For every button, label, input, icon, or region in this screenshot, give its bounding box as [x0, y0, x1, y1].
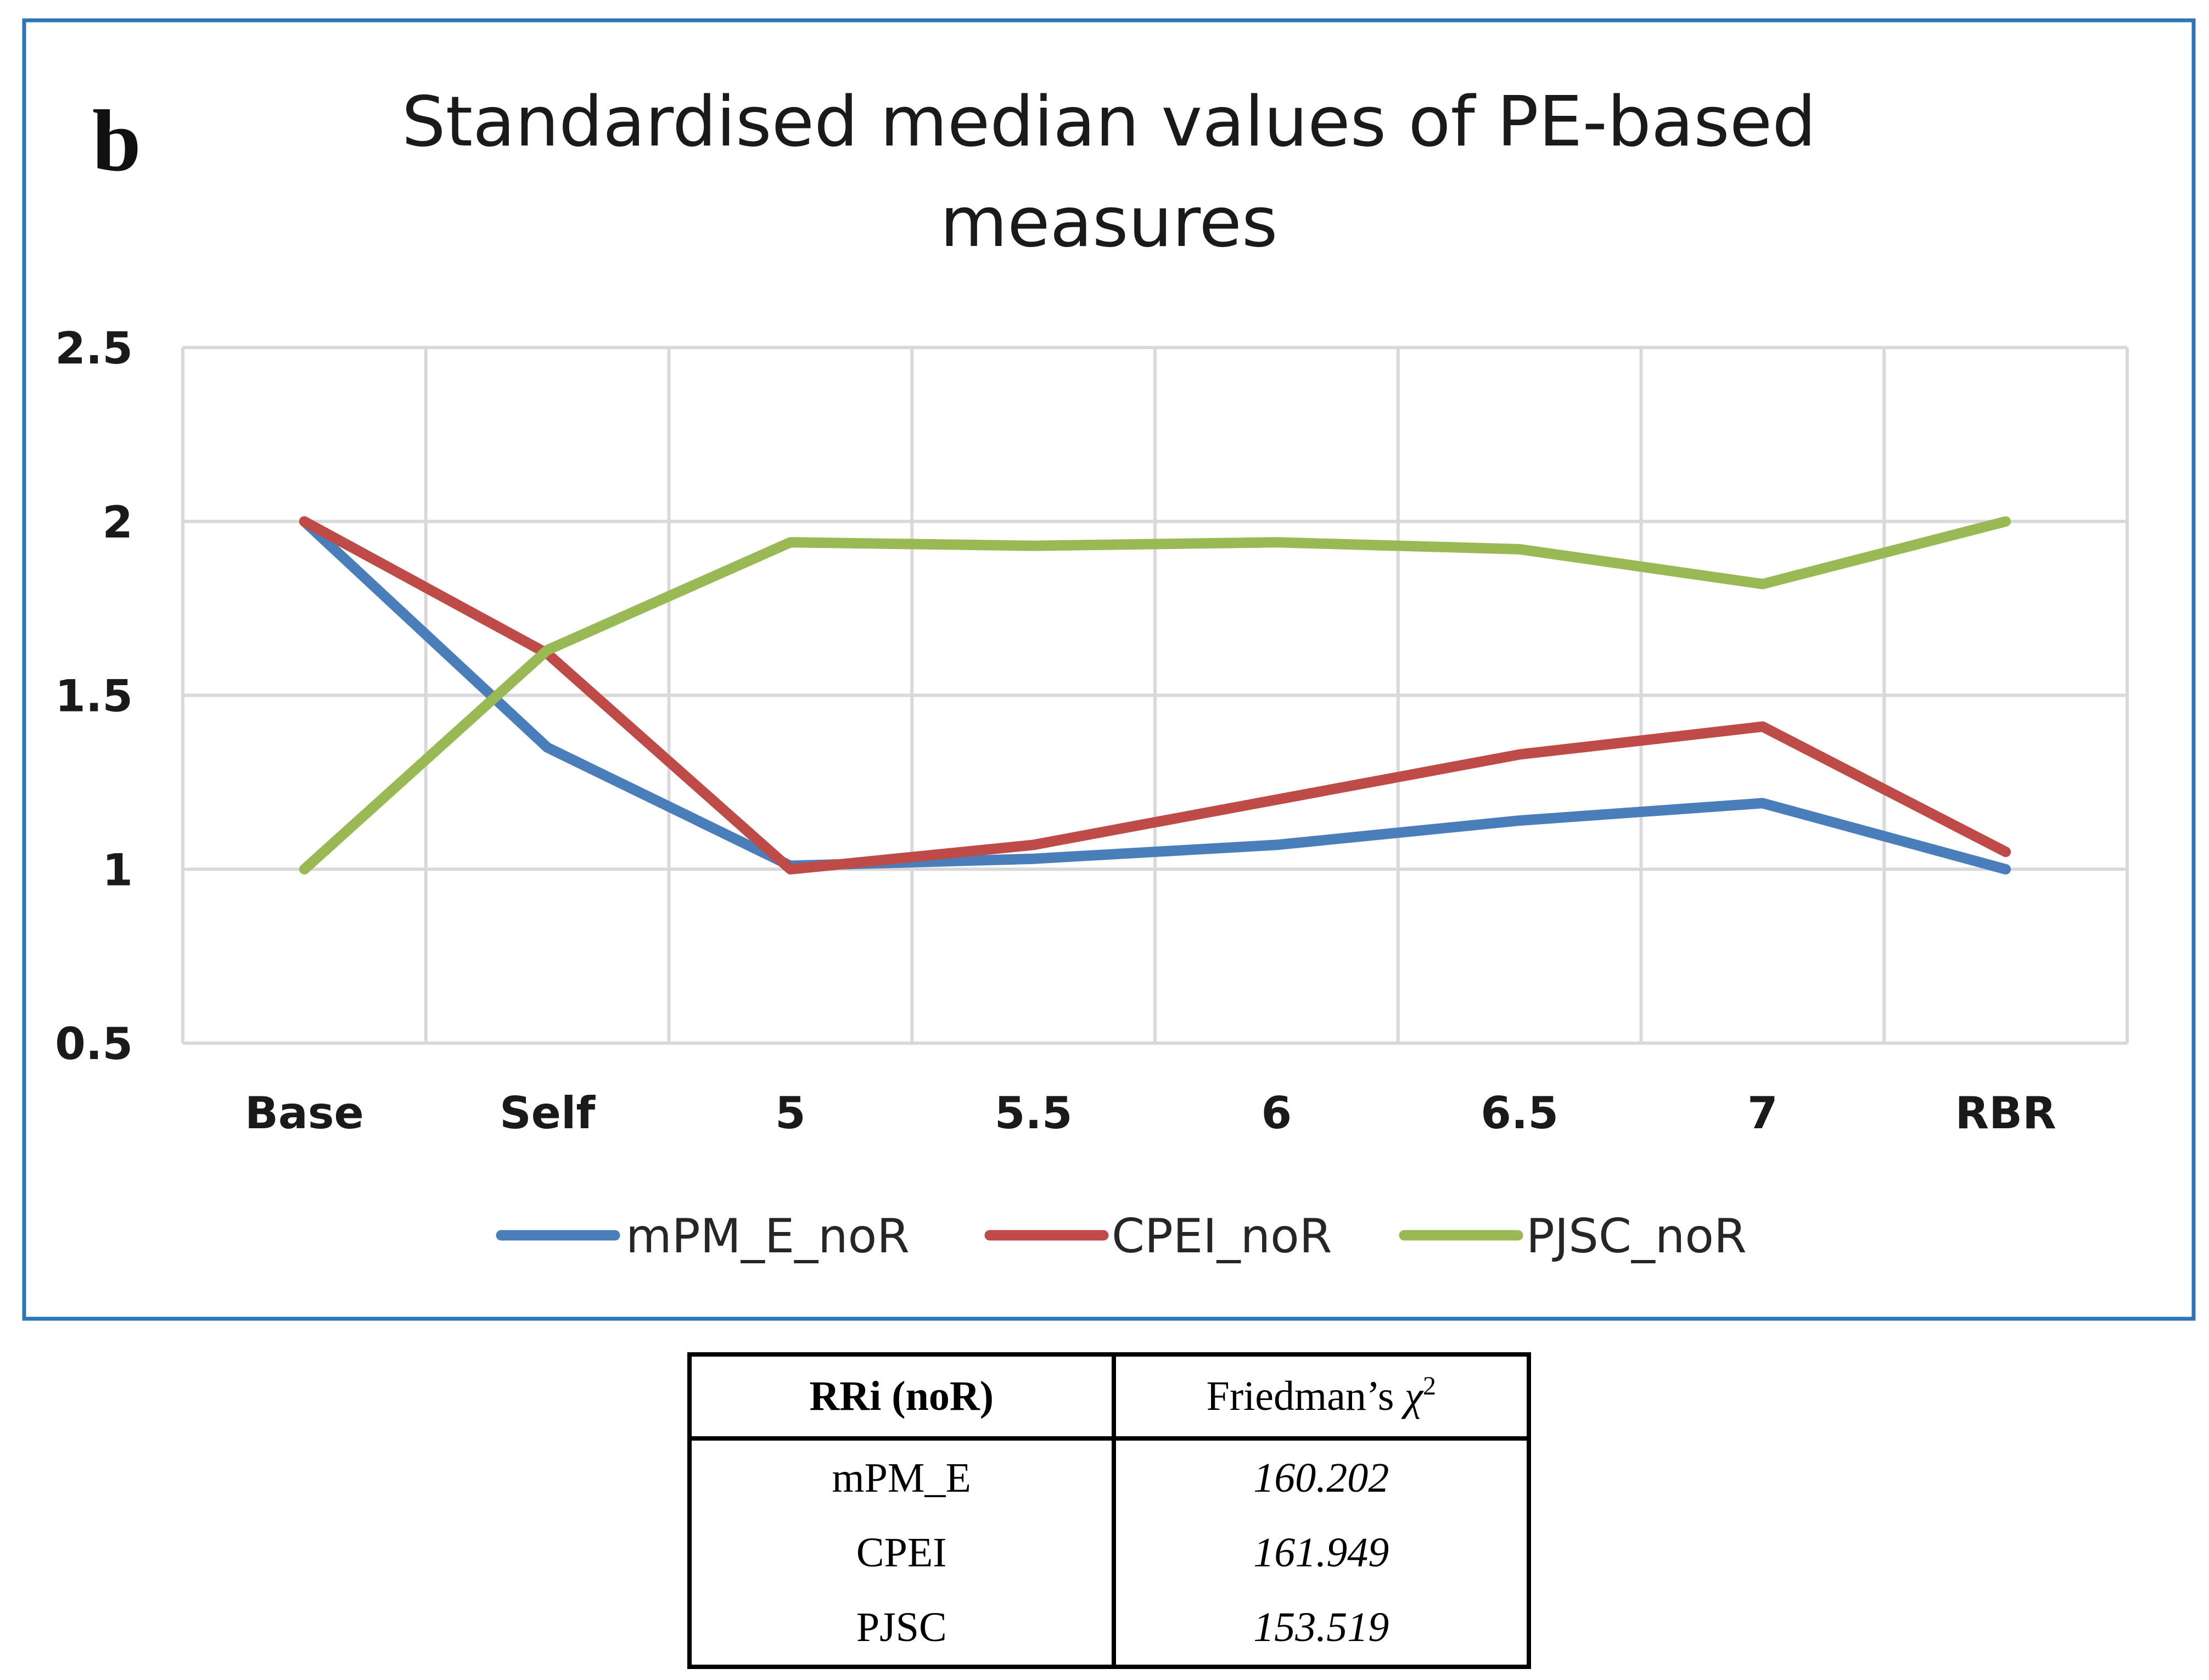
legend-label-CPEI_noR: CPEI_noR	[1112, 1209, 1332, 1264]
chi-superscript: 2	[1422, 1371, 1436, 1401]
x-tick-label: RBR	[1955, 1088, 2056, 1139]
row-value: 153.519	[1253, 1604, 1389, 1650]
legend-label-PJSC_noR: PJSC_noR	[1526, 1209, 1747, 1264]
row-label: CPEI	[689, 1515, 1116, 1590]
series-line-mPM_E_noR	[299, 516, 2011, 875]
grid-lines	[181, 346, 2129, 1045]
header-friedman: Friedman’s χ2	[1113, 1354, 1529, 1441]
chart-title-line-2: measures	[940, 182, 1277, 262]
x-tick-label: 6	[1262, 1088, 1292, 1139]
header-rri: RRi (noR)	[689, 1354, 1116, 1441]
panel-label: b	[92, 92, 141, 189]
x-tick-label: 5.5	[995, 1088, 1073, 1139]
x-tick-label: 5	[775, 1088, 806, 1139]
table-header-row: RRi (noR) Friedman’s χ2	[689, 1354, 1529, 1441]
table-row: mPM_E 160.202	[689, 1438, 1529, 1515]
chart-figure: b Standardised median values of PE-based…	[22, 18, 2196, 1321]
table-row: PJSC 153.519	[689, 1590, 1529, 1667]
y-tick-label: 2	[102, 497, 133, 548]
y-tick-label: 2.5	[55, 323, 133, 374]
y-axis-ticks: 2.5 2 1.5 1 0.5	[55, 323, 133, 1069]
row-label: mPM_E	[689, 1438, 1116, 1515]
x-tick-label: Self	[500, 1088, 596, 1139]
x-axis-ticks: Base Self 5 5.5 6 6.5 7 RBR	[245, 1088, 2056, 1139]
x-tick-label: 7	[1747, 1088, 1778, 1139]
y-tick-label: 1.5	[55, 671, 133, 722]
header-friedman-text: Friedman’s	[1206, 1373, 1405, 1419]
friedman-table: RRi (noR) Friedman’s χ2 mPM_E 160.202 CP…	[687, 1352, 1531, 1669]
row-value: 161.949	[1253, 1529, 1389, 1576]
row-value: 160.202	[1253, 1454, 1389, 1501]
x-tick-label: 6.5	[1481, 1088, 1558, 1139]
series-line-PJSC_noR	[299, 516, 2011, 875]
series-lines	[299, 516, 2011, 875]
y-tick-label: 1	[102, 844, 133, 895]
x-tick-label: Base	[245, 1088, 364, 1139]
chi-symbol: χ	[1404, 1373, 1423, 1419]
table-row: CPEI 161.949	[689, 1515, 1529, 1590]
y-tick-label: 0.5	[55, 1018, 133, 1069]
legend-label-mPM_E_noR: mPM_E_noR	[626, 1209, 910, 1264]
series-line-CPEI_noR	[299, 516, 2011, 875]
row-label: PJSC	[689, 1590, 1116, 1667]
chart-frame	[22, 18, 2196, 1321]
legend: mPM_E_noR CPEI_noR PJSC_noR	[496, 1209, 1747, 1264]
chart-title-line-1: Standardised median values of PE-based	[402, 81, 1816, 162]
